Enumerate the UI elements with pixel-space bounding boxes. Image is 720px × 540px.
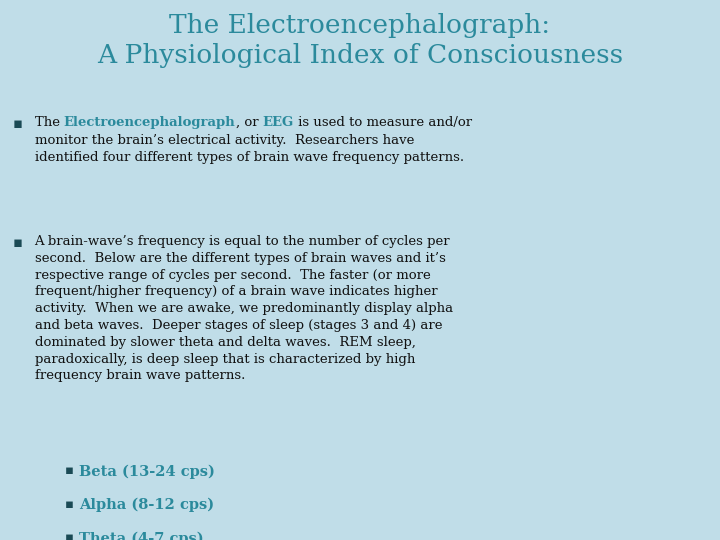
Text: Beta (13-24 cps): Beta (13-24 cps) [79, 464, 215, 479]
Text: ▪: ▪ [65, 464, 73, 477]
Text: The Electroencephalograph:
A Physiological Index of Consciousness: The Electroencephalograph: A Physiologic… [97, 14, 623, 69]
Text: ▪: ▪ [13, 116, 23, 131]
Text: ▪: ▪ [65, 531, 73, 540]
Text: The: The [35, 116, 64, 129]
Text: ▪: ▪ [13, 235, 23, 250]
Text: Theta (4-7 cps): Theta (4-7 cps) [79, 531, 204, 540]
Text: ▪: ▪ [65, 498, 73, 511]
Text: Alpha (8-12 cps): Alpha (8-12 cps) [79, 498, 215, 512]
Text: Electroencephalograph: Electroencephalograph [64, 116, 235, 129]
Text: EEG: EEG [262, 116, 294, 129]
Text: is used to measure and/or: is used to measure and/or [294, 116, 472, 129]
Text: monitor the brain’s electrical activity.  Researchers have
identified four diffe: monitor the brain’s electrical activity.… [35, 134, 464, 164]
Text: , or: , or [235, 116, 262, 129]
Text: A brain-wave’s frequency is equal to the number of cycles per
second.  Below are: A brain-wave’s frequency is equal to the… [35, 235, 453, 382]
